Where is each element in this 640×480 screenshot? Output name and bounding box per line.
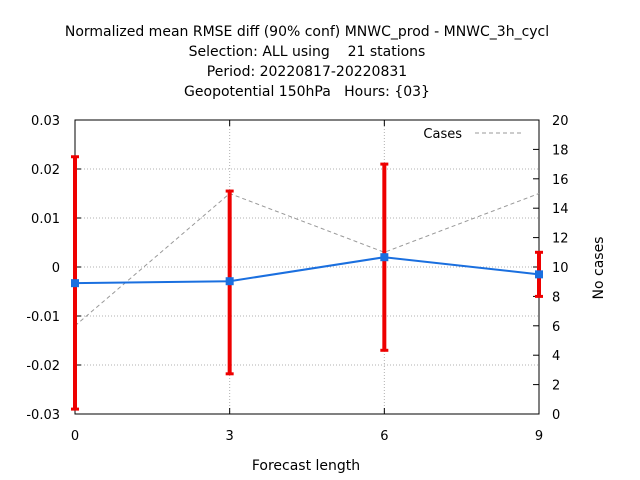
data-point (380, 253, 389, 262)
chart-title: Normalized mean RMSE diff (90% conf) MNW… (65, 24, 549, 100)
x-axis: 0 3 6 9 (71, 120, 543, 444)
title-line-3: Geopotential 150hPa Hours: {03} (184, 84, 430, 100)
x-tick-label: 9 (535, 429, 543, 444)
y-tick-label: -0.03 (26, 408, 60, 423)
title-line-1: Selection: ALL using 21 stations (189, 44, 426, 60)
title-line-2: Period: 20220817-20220831 (207, 64, 407, 80)
x-tick-label: 3 (226, 429, 234, 444)
y2-tick-label: 0 (552, 408, 560, 423)
title-line-0: Normalized mean RMSE diff (90% conf) MNW… (65, 24, 549, 40)
x-tick-label: 0 (71, 429, 79, 444)
y2-tick-label: 18 (552, 143, 569, 158)
y2-tick-label: 6 (552, 320, 560, 335)
cases-line (74, 192, 540, 327)
legend-label-cases: Cases (423, 127, 462, 142)
data-point (225, 277, 234, 286)
y-tick-label: -0.01 (26, 310, 60, 325)
y2-axis: 0 2 4 6 8 10 12 14 16 18 20 (533, 114, 569, 423)
cases-series (74, 192, 540, 327)
rmse-diff-series (71, 253, 543, 288)
y2-tick-label: 20 (552, 114, 569, 129)
y2-tick-label: 4 (552, 349, 560, 364)
data-point (71, 279, 79, 288)
y-tick-label: 0.03 (31, 114, 60, 129)
y-tick-label: 0 (52, 261, 60, 276)
y2-tick-label: 14 (552, 202, 569, 217)
x-axis-label: Forecast length (252, 458, 360, 474)
x-tick-label: 6 (380, 429, 388, 444)
y2-tick-label: 16 (552, 173, 569, 188)
y-tick-label: 0.02 (31, 163, 60, 178)
y-tick-label: 0.01 (31, 212, 60, 227)
data-point (535, 270, 543, 279)
y2-axis-label: No cases (591, 237, 607, 300)
y2-tick-label: 2 (552, 379, 560, 394)
rmse-diff-line (74, 256, 540, 285)
y2-tick-label: 12 (552, 232, 569, 247)
legend: Cases (423, 127, 522, 142)
y2-tick-label: 10 (552, 261, 569, 276)
y-tick-label: -0.02 (26, 359, 60, 374)
y2-tick-label: 8 (552, 290, 560, 305)
y-axis: -0.03 -0.02 -0.01 0 0.01 0.02 0.03 (26, 114, 81, 423)
